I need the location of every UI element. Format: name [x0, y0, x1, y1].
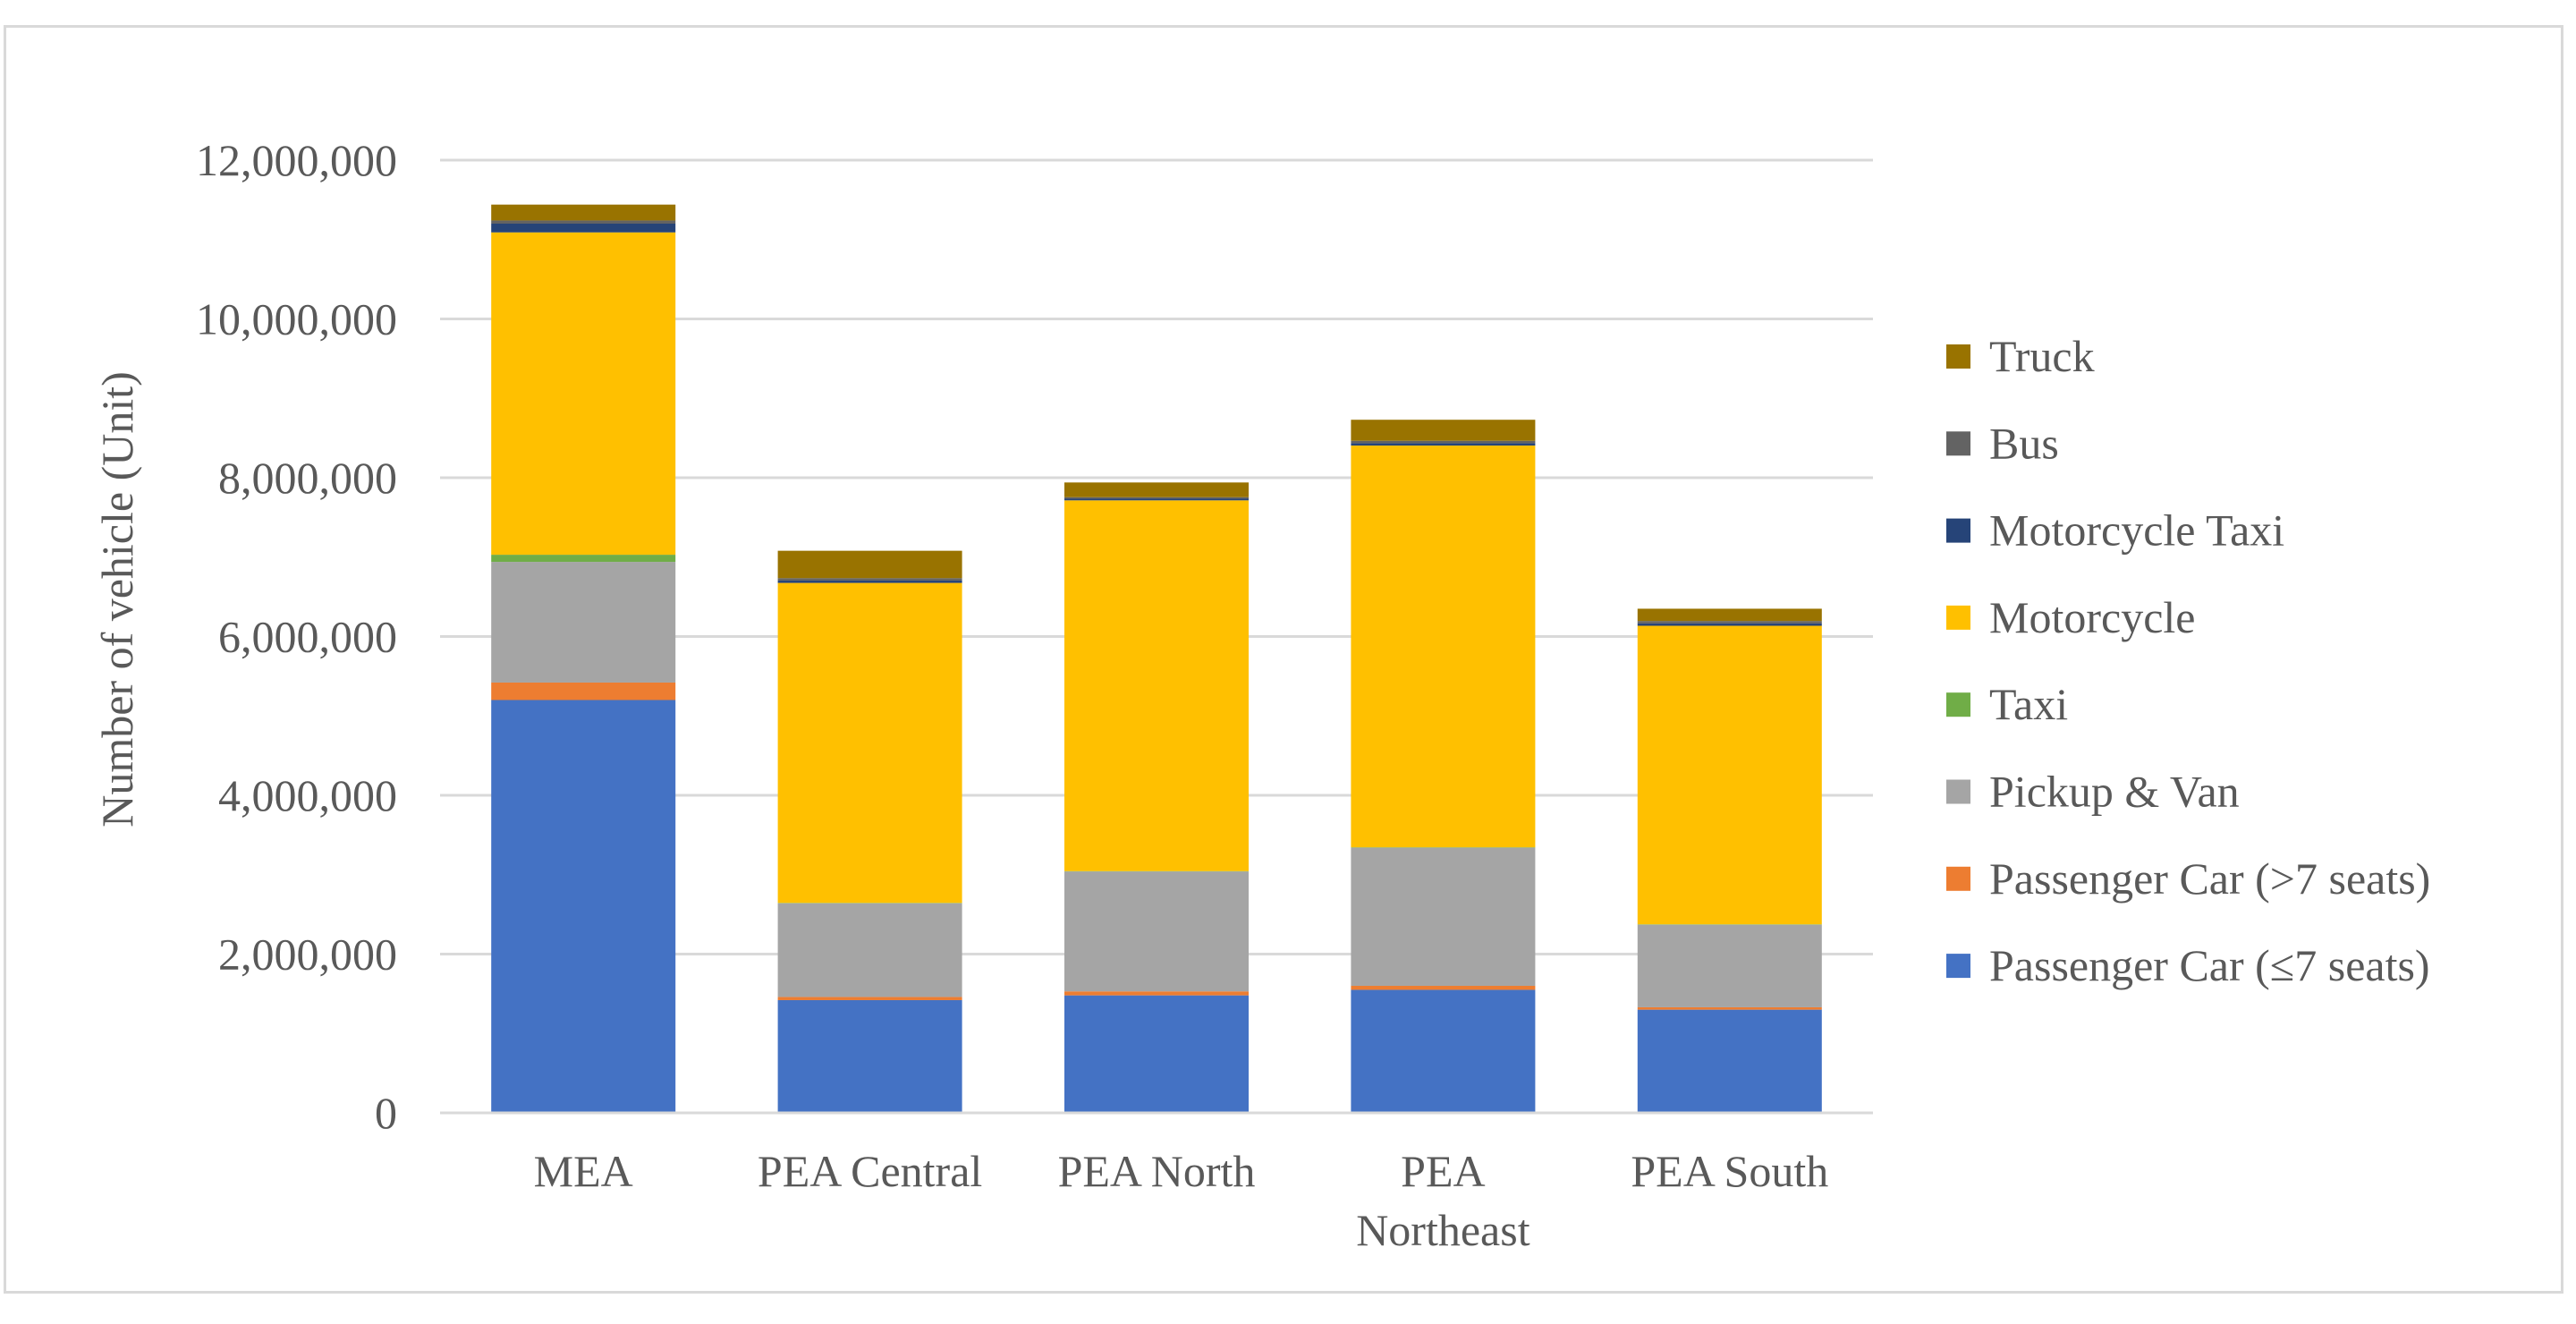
- bar-segment: [777, 997, 962, 1000]
- bar-segment: [777, 580, 962, 583]
- y-tick-label: 10,000,000: [196, 294, 397, 344]
- bar-segment: [491, 700, 676, 1113]
- legend-swatch: [1946, 779, 1970, 804]
- bar-segment: [491, 682, 676, 700]
- x-tick-label: PEA South: [1631, 1146, 1828, 1196]
- bar-segment: [1064, 482, 1249, 497]
- bar-segment: [491, 204, 676, 221]
- legend-swatch: [1946, 692, 1970, 717]
- axes: 0 2,000,000 4,000,000 6,000,000 8,000,000 10,…: [196, 135, 1873, 1255]
- x-tick-label: PEA North: [1058, 1146, 1256, 1196]
- y-tick-label: 4,000,000: [218, 770, 397, 820]
- chart-frame: [4, 25, 2563, 1294]
- bar-segment: [1637, 924, 1822, 1007]
- y-tick-label: 6,000,000: [218, 612, 397, 662]
- bar-segment: [491, 220, 676, 224]
- legend-label: Passenger Car (>7 seats): [1989, 853, 2430, 904]
- legend-label: Bus: [1989, 418, 2059, 468]
- y-tick-label: 0: [375, 1088, 397, 1138]
- bar-segment: [777, 582, 962, 904]
- bar-segment: [1637, 1009, 1822, 1113]
- bar-segment: [491, 555, 676, 563]
- bar-segment: [1064, 995, 1249, 1113]
- x-tick-label: PEA Central: [758, 1146, 982, 1196]
- bar-segment: [777, 903, 962, 997]
- bar-segment: [1637, 625, 1822, 925]
- y-tick-label: 2,000,000: [218, 929, 397, 980]
- bar-segment: [1637, 608, 1822, 622]
- bar-segment: [1064, 871, 1249, 992]
- legend-swatch: [1946, 344, 1970, 369]
- legend-item: Passenger Car (≤7 seats): [1946, 940, 2430, 990]
- legend-item: Motorcycle Taxi: [1946, 505, 2284, 556]
- bar-segment: [1351, 847, 1536, 986]
- bar-segment: [1351, 440, 1536, 444]
- bar-segment: [1064, 496, 1249, 499]
- legend-item: Pickup & Van: [1946, 767, 2240, 817]
- y-axis-title: Number of vehicle (Unit): [92, 371, 142, 828]
- legend-swatch: [1946, 954, 1970, 979]
- x-tick-label: MEA: [534, 1146, 633, 1196]
- legend-item: Motorcycle: [1946, 592, 2195, 642]
- bar-segment: [777, 578, 962, 581]
- legend-item: Bus: [1946, 418, 2059, 468]
- legend-item: Taxi: [1946, 679, 2068, 729]
- bar-segment: [1351, 989, 1536, 1113]
- legend-label: Passenger Car (≤7 seats): [1989, 940, 2430, 990]
- bars: [491, 204, 1822, 1113]
- legend-label: Motorcycle: [1989, 592, 2195, 642]
- bar-segment: [491, 562, 676, 683]
- y-tick-label: 12,000,000: [196, 135, 397, 185]
- bar-segment: [1637, 623, 1822, 626]
- bar-segment: [1064, 498, 1249, 501]
- legend-label: Taxi: [1989, 679, 2068, 729]
- legend-swatch: [1946, 518, 1970, 543]
- bar-segment: [1637, 621, 1822, 624]
- legend-item: Truck: [1946, 331, 2095, 381]
- bar-segment: [777, 999, 962, 1113]
- legend-label: Pickup & Van: [1989, 767, 2240, 817]
- bar-segment: [777, 550, 962, 579]
- y-tick-label: 8,000,000: [218, 453, 397, 503]
- bar-segment: [1351, 446, 1536, 848]
- bar-segment: [1351, 443, 1536, 446]
- legend: Truck Bus Motorcycle Taxi Motorcycle Taxi Pic…: [1946, 331, 2430, 990]
- x-tick-label: PEA Northeast: [1356, 1146, 1530, 1255]
- bar-segment: [1637, 1006, 1822, 1010]
- bar-segment: [491, 224, 676, 233]
- bar-segment: [1064, 991, 1249, 996]
- bar-segment: [1351, 986, 1536, 990]
- legend-swatch: [1946, 866, 1970, 891]
- legend-item: Passenger Car (>7 seats): [1946, 853, 2430, 904]
- legend-label: Truck: [1989, 331, 2095, 381]
- bar-segment: [491, 232, 676, 556]
- legend-swatch: [1946, 605, 1970, 630]
- legend-label: Motorcycle Taxi: [1989, 505, 2284, 556]
- bar-segment: [1064, 500, 1249, 871]
- legend-swatch: [1946, 431, 1970, 456]
- bar-segment: [1351, 420, 1536, 441]
